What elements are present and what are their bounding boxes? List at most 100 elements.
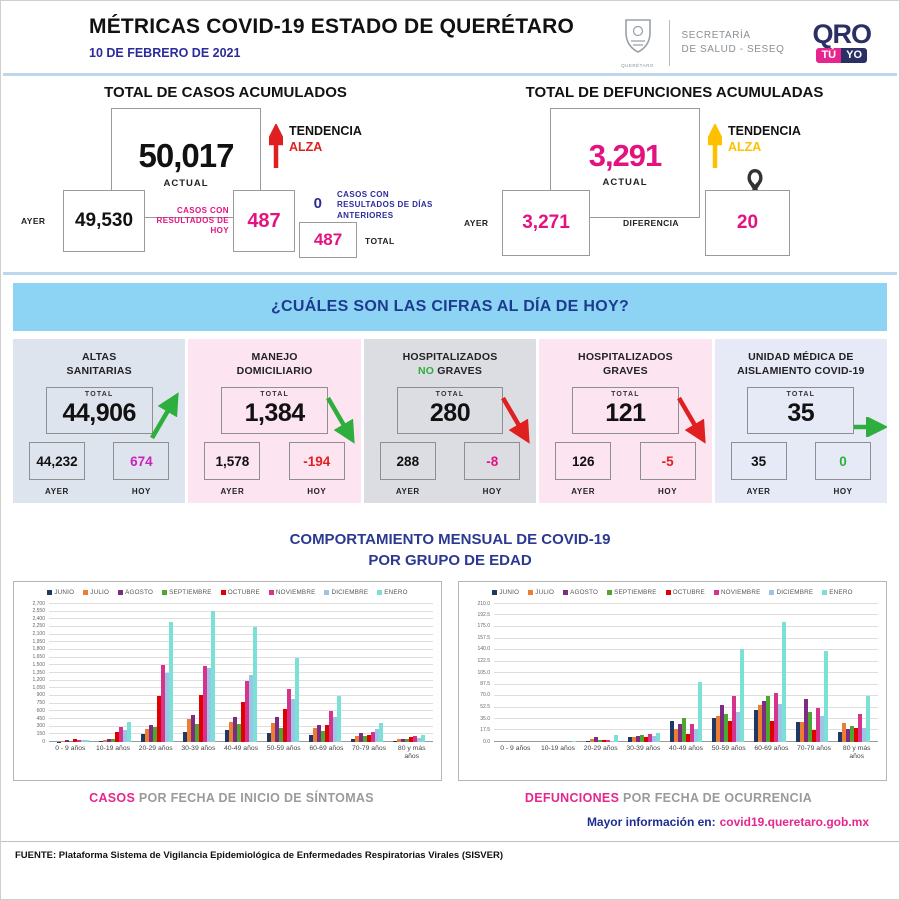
- bar-noviembre: [732, 696, 736, 742]
- legend-swatch: [607, 590, 613, 595]
- x-tick-label: 70-79 años: [797, 745, 832, 752]
- trend-right-arrow-icon: [854, 415, 889, 439]
- y-tick-label: 87.5: [480, 681, 490, 687]
- bar-septiembre: [766, 696, 770, 742]
- card-hoy-cell: -5 HOY: [639, 442, 696, 496]
- bar-enero: [85, 739, 89, 742]
- card-trend-arrow: [673, 391, 711, 450]
- bar-diciembre: [207, 667, 211, 742]
- bar-agosto: [401, 738, 405, 742]
- x-tick-label: 30-39 años: [181, 745, 216, 752]
- bar-group-10-19-años: [99, 604, 131, 742]
- legend-label: SEPTIEMBRE: [169, 589, 212, 596]
- card-total-value: 280: [429, 399, 471, 428]
- card-title-segment: MANEJO: [251, 351, 298, 363]
- card-total-box: TOTAL 280: [396, 387, 504, 435]
- bar-septiembre: [153, 726, 157, 742]
- bar-octubre: [199, 695, 203, 742]
- bar-octubre: [644, 737, 648, 742]
- bar-groups: [49, 604, 433, 742]
- footer-divider: [1, 841, 899, 842]
- defunciones-actual-value: 3,291: [588, 138, 663, 173]
- bar-julio: [313, 728, 317, 742]
- bar-diciembre: [291, 699, 295, 742]
- y-tick-label: 157.5: [477, 635, 490, 641]
- legend-label: DICIEMBRE: [776, 589, 814, 596]
- card-title-segment: GRAVES: [603, 364, 648, 377]
- legend-item-noviembre: NOVIEMBRE: [713, 589, 761, 596]
- legend-swatch: [563, 590, 569, 595]
- y-tick-label: 52.5: [480, 704, 490, 710]
- bar-septiembre: [111, 739, 115, 742]
- legend-label: ENERO: [384, 589, 408, 596]
- card-ayer-box: 44,232: [29, 442, 85, 481]
- legend-swatch: [377, 590, 383, 595]
- legend-label: OCTUBRE: [672, 589, 705, 596]
- bar-julio: [842, 722, 846, 742]
- card-hospitalizados-no-graves: HOSPITALIZADOS NO GRAVES TOTAL 280 288 AYER -8…: [363, 339, 537, 503]
- trend-up-arrow-icon: [269, 124, 283, 168]
- charts-row: JUNIO JULIO AGOSTO SEPTIEMBRE OCTUBRE NOVIEMB…: [13, 581, 887, 781]
- trend-up-arrow-icon: [708, 124, 722, 168]
- header-logos: QUERÉTARO SECRETARÍA DE SALUD - SESEQ QR…: [619, 17, 872, 68]
- bar-noviembre: [77, 739, 81, 742]
- bar-junio: [99, 740, 103, 742]
- bar-noviembre: [606, 740, 610, 742]
- card-total-box: TOTAL 121: [571, 387, 679, 435]
- bar-octubre: [686, 734, 690, 742]
- gridline: [49, 694, 433, 696]
- covid19-queretaro-link[interactable]: covid19.queretaro.gob.mx: [719, 815, 869, 829]
- bar-junio: [393, 741, 397, 742]
- y-tick-label: 1,350: [32, 669, 45, 676]
- bar-group-80-y-más-años: [838, 604, 870, 742]
- casos-hoy-box: 487: [233, 190, 295, 252]
- legend-label: OCTUBRE: [227, 589, 260, 596]
- chart-casos: JUNIO JULIO AGOSTO SEPTIEMBRE OCTUBRE NOVIEMB…: [13, 581, 442, 781]
- card-ayer-label: AYER: [571, 487, 596, 497]
- bar-octubre: [812, 729, 816, 742]
- bar-julio: [61, 740, 65, 742]
- gridline: [49, 733, 433, 735]
- x-tick-label: 50-59 años: [711, 745, 746, 752]
- bar-noviembre: [413, 736, 417, 742]
- bar-group-40-49-años: [670, 604, 702, 742]
- bar-julio: [271, 722, 275, 742]
- x-tick-label: 0 - 9 años: [55, 745, 86, 752]
- y-tick-label: 210.0: [477, 600, 490, 607]
- bar-noviembre: [690, 723, 694, 742]
- gridline: [49, 610, 433, 612]
- y-axis-labels: 0.0 17.5 35.0 52.5 70.0 87.5 105.0 122.5 140.0 15…: [467, 600, 494, 744]
- chart-legend: JUNIO JULIO AGOSTO SEPTIEMBRE OCTUBRE NOVIEMB…: [467, 589, 878, 596]
- card-hoy-label: HOY: [131, 487, 151, 497]
- card-total-box: TOTAL 44,906: [45, 387, 153, 435]
- card-hospitalizados-graves: HOSPITALIZADOS GRAVES TOTAL 121 126 AYER -5 HOY: [539, 339, 712, 503]
- card-sub-row: 44,232 AYER 674 HOY: [13, 442, 185, 496]
- legend-label: NOVIEMBRE: [275, 589, 316, 596]
- casos-title: TOTAL DE CASOS ACUMULADOS: [104, 84, 347, 101]
- y-tick-label: 150: [36, 730, 45, 737]
- gridline: [49, 672, 433, 673]
- gridline: [494, 706, 878, 708]
- bar-junio: [628, 737, 632, 742]
- bar-noviembre: [329, 711, 333, 742]
- bar-octubre: [73, 738, 77, 742]
- casos-tendencia-value: ALZA: [289, 139, 323, 154]
- card-title-line: ALTAS: [13, 351, 185, 365]
- bar-diciembre: [652, 736, 656, 742]
- x-tick-label: 20-29 años: [138, 745, 173, 752]
- defunciones-tendencia-value: ALZA: [728, 139, 762, 154]
- bar-agosto: [804, 699, 808, 742]
- gridline: [49, 664, 433, 666]
- card-hoy-cell: -194 HOY: [288, 442, 345, 496]
- legend-item-diciembre: DICIEMBRE: [769, 589, 813, 596]
- defunciones-diferencia-label: DIFERENCIA: [623, 218, 679, 228]
- x-axis-labels: 0 - 9 años 10-19 años 20-29 años 30-39 años…: [49, 745, 433, 761]
- bar-diciembre: [862, 727, 866, 742]
- legend-label: NOVIEMBRE: [720, 589, 761, 596]
- legend-label: ENERO: [829, 589, 853, 596]
- bar-julio: [103, 739, 107, 742]
- caption-casos: CASOS POR FECHA DE INICIO DE SÍNTOMAS: [89, 791, 374, 805]
- bar-noviembre: [774, 692, 778, 742]
- bar-julio: [800, 721, 804, 742]
- card-total-value: 44,906: [62, 399, 136, 428]
